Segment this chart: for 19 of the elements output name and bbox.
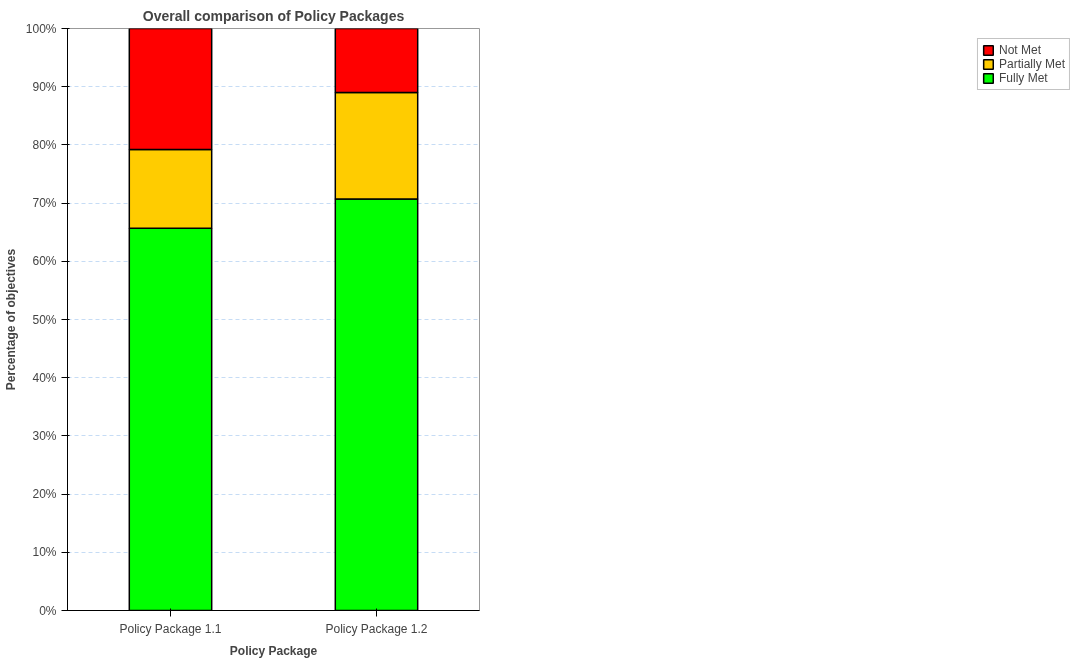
y-tick-label: 100% [25,21,57,36]
legend-label: Partially Met [998,57,1065,71]
y-tick-label: 10% [32,545,57,560]
x-axis-title: Policy Package [229,643,318,658]
y-tick-label: 40% [32,370,57,385]
y-tick-label: 0% [39,603,57,618]
chart-title: Overall comparison of Policy Packages [142,7,405,24]
y-axis-title: Percentage of objectives [3,248,18,391]
y-tick-label: 80% [32,137,57,152]
x-tick-label: Policy Package 1.1 [119,621,222,636]
legend-label: Not Met [998,43,1041,57]
y-tick-label: 60% [32,254,57,269]
y-tick-label: 20% [32,487,57,502]
y-tick-label: 90% [32,79,57,94]
legend-label: Fully Met [998,71,1048,85]
x-tick-label: Policy Package 1.2 [325,621,428,636]
y-tick-label: 70% [32,196,57,211]
y-tick-label: 30% [32,428,57,443]
y-tick-label: 50% [32,312,57,327]
